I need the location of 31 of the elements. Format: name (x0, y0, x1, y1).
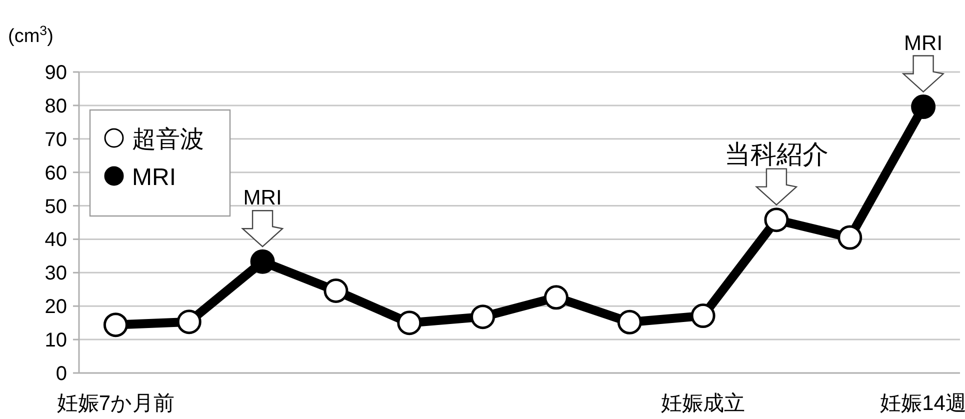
y-tick-label: 60 (44, 162, 67, 184)
point (544, 285, 568, 310)
x-tick-label: 妊娠7か月前 (56, 392, 175, 415)
point (838, 225, 862, 250)
y-tick-label: 20 (44, 296, 67, 318)
point (397, 310, 422, 336)
point (103, 312, 128, 338)
annotation: MRI (904, 32, 943, 55)
point (617, 310, 642, 334)
y-tick-label: 30 (44, 262, 67, 285)
legend-label: 超音波 (132, 126, 204, 153)
annotation: MRI (243, 186, 282, 210)
point (470, 304, 496, 330)
point (250, 249, 275, 274)
point (911, 94, 936, 120)
y-tick-label: 80 (44, 95, 67, 118)
y-tick-label: 40 (44, 229, 67, 252)
y-axis-title: (cm$^{3}$) (8, 22, 54, 47)
annotation: 当科紹介 (724, 138, 828, 169)
point (176, 310, 202, 334)
point (690, 304, 716, 328)
x-tick-label: 妊娠成立 (661, 392, 746, 415)
y-tick-label: 70 (44, 128, 67, 151)
point (764, 208, 789, 232)
legend-label: MRI (132, 164, 176, 191)
x-tick-label: 妊娠14週 (880, 392, 965, 415)
y-tick-label: 0 (56, 363, 67, 385)
y-tick-label: 90 (44, 62, 67, 84)
y-tick-label: 10 (44, 330, 67, 352)
point (324, 278, 348, 303)
y-tick-label: 50 (44, 196, 67, 218)
